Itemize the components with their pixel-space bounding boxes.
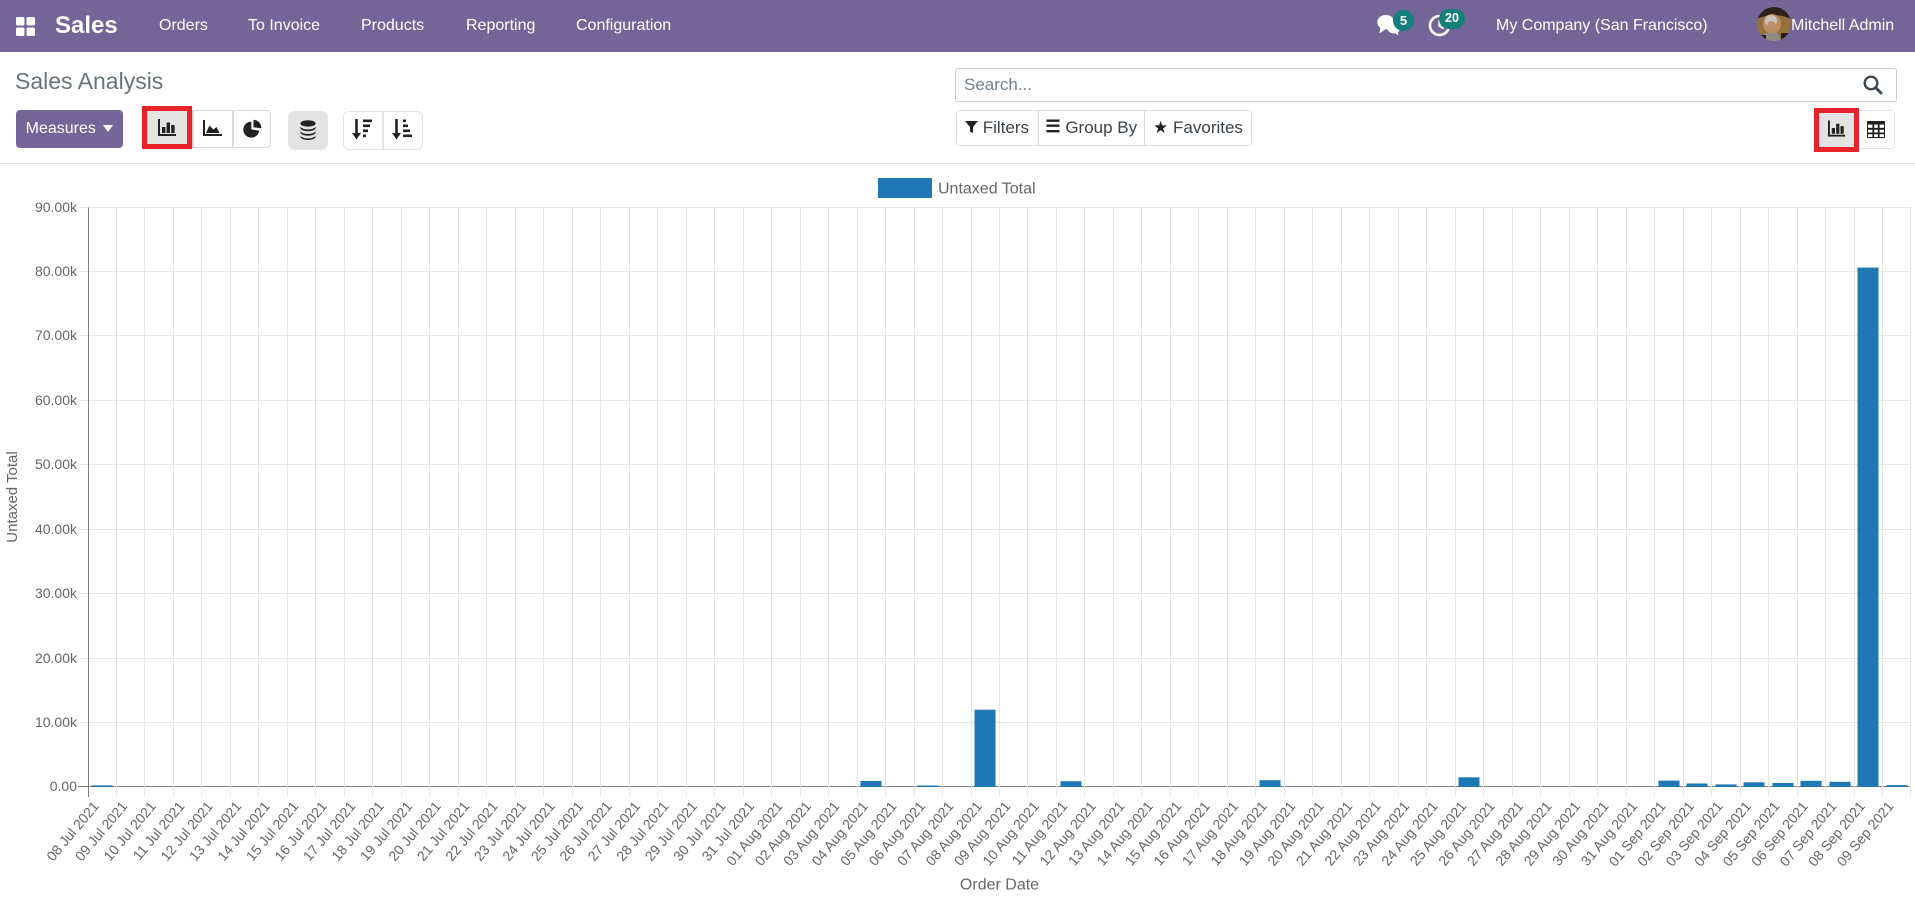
svg-text:80.00k: 80.00k bbox=[35, 263, 78, 279]
svg-text:60.00k: 60.00k bbox=[35, 392, 78, 408]
svg-text:90.00k: 90.00k bbox=[35, 199, 78, 215]
svg-text:70.00k: 70.00k bbox=[35, 327, 78, 343]
svg-text:50.00k: 50.00k bbox=[35, 456, 78, 472]
svg-text:Order Date: Order Date bbox=[960, 877, 1039, 894]
svg-text:0.00: 0.00 bbox=[50, 778, 77, 794]
svg-text:Untaxed Total: Untaxed Total bbox=[938, 181, 1036, 198]
svg-text:Untaxed Total: Untaxed Total bbox=[4, 451, 21, 542]
svg-text:40.00k: 40.00k bbox=[35, 521, 78, 537]
svg-text:10.00k: 10.00k bbox=[35, 714, 78, 730]
svg-text:20.00k: 20.00k bbox=[35, 650, 78, 666]
svg-text:30.00k: 30.00k bbox=[35, 585, 78, 601]
